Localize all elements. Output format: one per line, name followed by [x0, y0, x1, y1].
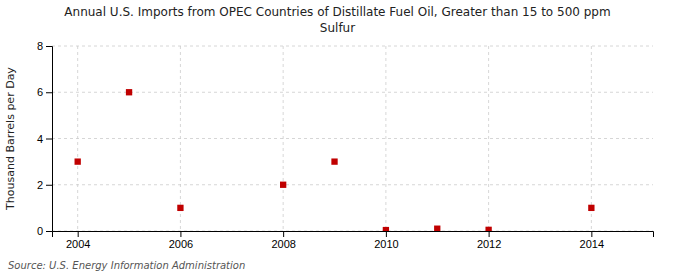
x-tick: 2014 — [580, 231, 604, 250]
x-tick-label: 2004 — [66, 238, 90, 250]
x-tick-label: 2008 — [271, 238, 295, 250]
y-tick-mark — [46, 231, 52, 232]
point — [126, 89, 132, 95]
y-tick-label: 4 — [37, 133, 43, 145]
plot: 2004 2006 2008 2010 2012 2014 0 2 4 6 8 — [37, 40, 654, 250]
x-tick-label: 2012 — [477, 238, 501, 250]
x-tick-mark — [591, 231, 592, 237]
source-note: Source: U.S. Energy Information Administ… — [8, 260, 245, 271]
x-grid-line — [77, 46, 78, 231]
y-tick: 4 — [37, 133, 52, 145]
x-grid-line — [488, 46, 489, 231]
y-grid-line — [52, 92, 653, 93]
y-tick-mark — [46, 92, 52, 93]
chart: 2004 2006 2008 2010 2012 2014 0 2 4 6 8 Thousand Ba… — [0, 0, 675, 275]
grid — [52, 46, 653, 231]
x-tick: 2008 — [271, 231, 295, 250]
x-tick: 2006 — [169, 231, 193, 250]
x-axis: 2004 2006 2008 2010 2012 2014 — [53, 231, 654, 250]
point — [588, 205, 594, 211]
x-tick-label: 2014 — [580, 238, 604, 250]
x-tick-mark — [386, 231, 387, 237]
y-tick-label: 6 — [37, 86, 43, 98]
y-tick-label: 8 — [37, 40, 43, 52]
point — [485, 227, 491, 231]
x-tick: 2010 — [374, 231, 398, 250]
y-tick: 2 — [37, 179, 52, 191]
y-tick: 6 — [37, 86, 52, 98]
y-axis-line — [46, 47, 53, 232]
x-tick: 2004 — [66, 231, 90, 250]
point — [434, 226, 440, 231]
point — [280, 182, 286, 188]
x-tick-mark — [78, 231, 79, 237]
y-grid-line — [52, 184, 653, 185]
x-tick-mark — [180, 231, 181, 237]
points — [75, 89, 595, 231]
x-grid-line — [283, 46, 284, 231]
title: Annual U.S. Imports from OPEC Countries … — [64, 5, 610, 35]
x-tick-mark — [283, 231, 284, 237]
title-line: Annual U.S. Imports from OPEC Countries … — [64, 5, 610, 19]
y-grid-line — [52, 138, 653, 139]
x-axis-line — [53, 232, 654, 238]
title-line: Sulfur — [320, 21, 355, 35]
y-axis-title: Thousand Barrels per Day — [4, 67, 17, 211]
y-tick-mark — [46, 185, 52, 186]
x-tick-label: 2010 — [374, 238, 398, 250]
x-tick-label: 2006 — [169, 238, 193, 250]
y-axis: 0 2 4 6 8 — [37, 40, 53, 237]
point — [75, 158, 81, 164]
y-tick-mark — [46, 139, 52, 140]
x-grid-line — [591, 46, 592, 231]
y-tick-mark — [46, 46, 52, 47]
x-tick-mark — [489, 231, 490, 237]
y-grid-line — [52, 46, 653, 47]
point — [177, 205, 183, 211]
x-tick: 2012 — [477, 231, 501, 250]
point — [383, 227, 389, 231]
y-tick: 0 — [37, 225, 52, 237]
point — [331, 158, 337, 164]
y-tick: 8 — [37, 40, 52, 52]
x-grid-line — [180, 46, 181, 231]
y-tick-label: 0 — [37, 225, 43, 237]
y-tick-label: 2 — [37, 179, 43, 191]
x-grid-line — [385, 46, 386, 231]
